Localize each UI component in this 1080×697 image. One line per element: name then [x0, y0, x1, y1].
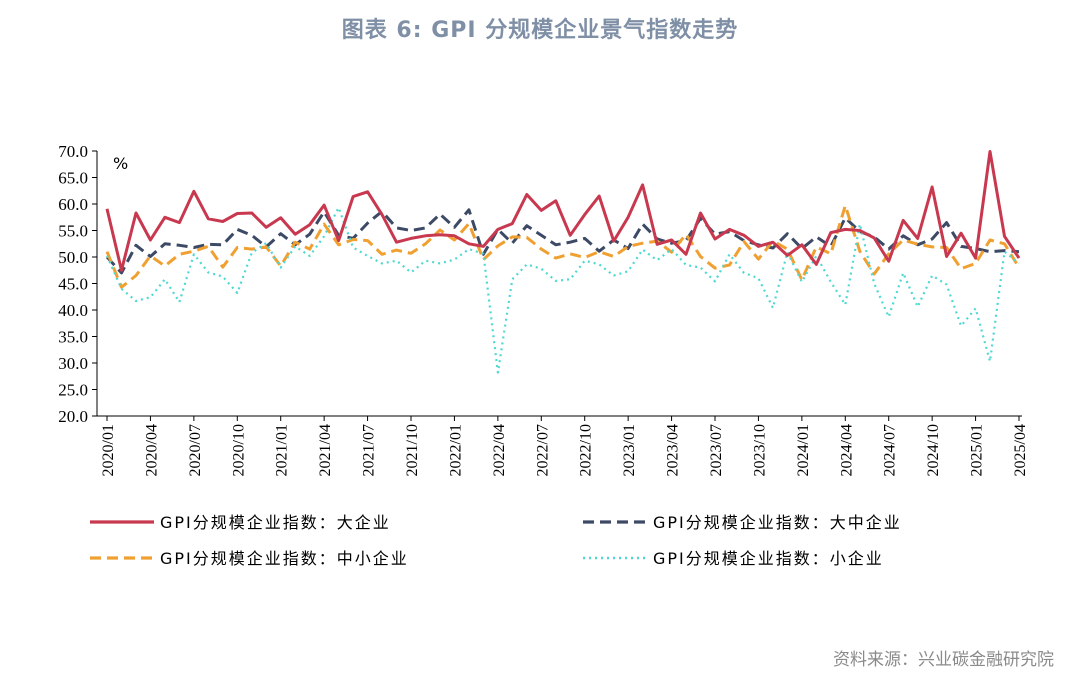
- y-tick-label: 25.0: [58, 381, 88, 400]
- chart-series: [105, 150, 1021, 374]
- legend-label-1: GPI分规模企业指数：大中企业: [653, 513, 902, 532]
- x-tick-label: 2023/04: [665, 424, 682, 476]
- series-line-2: [105, 204, 1021, 289]
- x-tick-label: 2025/04: [1012, 424, 1029, 476]
- unit-label: %: [113, 154, 128, 173]
- chart-title: 图表 6: GPI 分规模企业景气指数走势: [341, 18, 739, 43]
- x-tick-label: 2020/07: [187, 424, 204, 476]
- x-tick-label: 2023/07: [708, 424, 725, 476]
- x-tick-label: 2022/04: [491, 424, 508, 476]
- source-note: 资料来源：兴业碳金融研究院: [833, 650, 1054, 670]
- y-tick-label: 50.0: [58, 248, 88, 267]
- chart-axes: 70.0 65.0 60.0 55.0 50.0 45.0 40.0 35.0 30.0 25.0…: [58, 142, 1029, 476]
- y-tick-label: 35.0: [58, 328, 88, 347]
- x-tick-label: 2025/01: [969, 424, 986, 476]
- x-tick-label: 2020/01: [100, 424, 117, 476]
- x-tick-label: 2022/01: [447, 424, 464, 476]
- y-tick-label: 45.0: [58, 275, 88, 294]
- x-tick-label: 2023/10: [751, 424, 768, 476]
- series-line-0: [105, 150, 1021, 272]
- x-tick-label: 2020/04: [143, 424, 160, 476]
- legend-label-2: GPI分规模企业指数：中小企业: [160, 549, 409, 568]
- y-tick-label: 60.0: [58, 195, 88, 214]
- y-tick-label: 55.0: [58, 222, 88, 241]
- x-tick-label: 2024/07: [882, 424, 899, 476]
- chart-legend: GPI分规模企业指数：大企业 GPI分规模企业指数：大中企业 GPI分规模企业指数：…: [90, 513, 902, 568]
- y-tick-label: 40.0: [58, 301, 88, 320]
- x-tick-label: 2024/10: [925, 424, 942, 476]
- x-tick-label: 2020/10: [230, 424, 247, 476]
- x-tick-label: 2021/07: [361, 424, 378, 476]
- y-tick-label: 30.0: [58, 354, 88, 373]
- y-tick-label: 70.0: [58, 142, 88, 161]
- y-tick-label: 20.0: [58, 407, 88, 426]
- x-tick-label: 2021/10: [404, 424, 421, 476]
- series-line-3: [105, 206, 1020, 374]
- x-tick-label: 2023/01: [621, 424, 638, 476]
- x-tick-label: 2021/04: [317, 424, 334, 476]
- legend-label-3: GPI分规模企业指数：小企业: [653, 549, 884, 568]
- legend-label-0: GPI分规模企业指数：大企业: [160, 513, 391, 532]
- x-tick-label: 2024/01: [795, 424, 812, 476]
- x-tick-label: 2021/01: [274, 424, 291, 476]
- y-tick-label: 65.0: [58, 169, 88, 188]
- x-tick-label: 2024/04: [838, 424, 855, 476]
- x-tick-label: 2022/10: [578, 424, 595, 476]
- x-tick-label: 2022/07: [534, 424, 551, 476]
